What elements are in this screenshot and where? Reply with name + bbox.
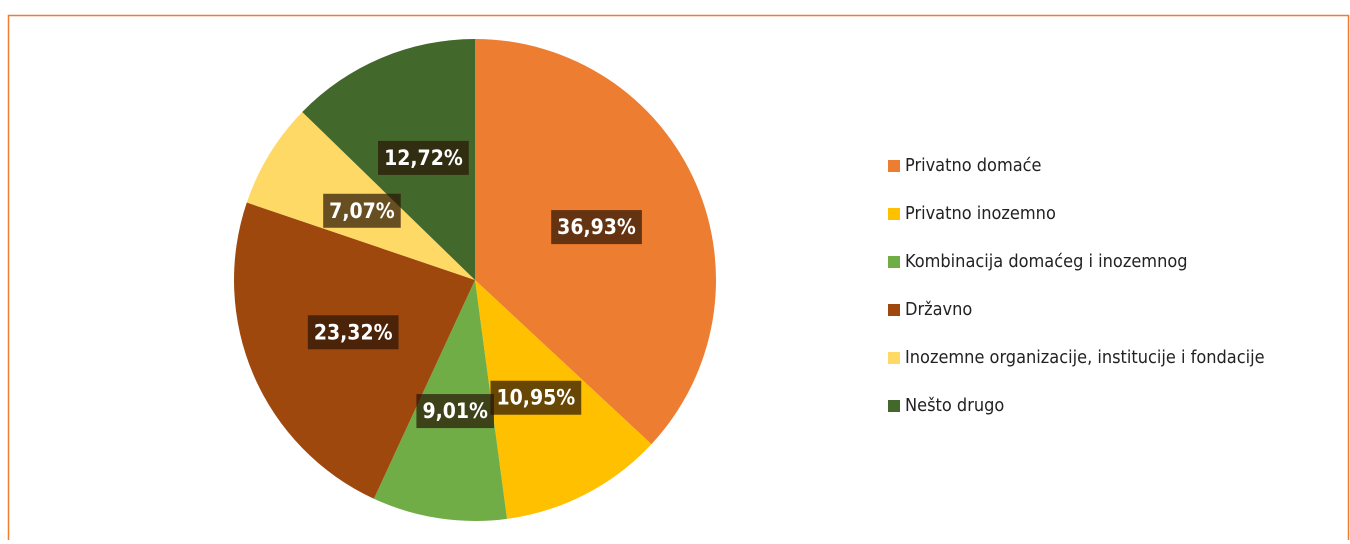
data-label-bg [551,210,642,245]
data-label: 36,93% [557,215,636,239]
legend-swatch [888,352,900,364]
legend-label: Nešto drugo [905,395,1004,416]
legend-label: Kombinacija domaćeg i inozemnog [905,251,1188,272]
data-label-bg [378,140,469,175]
legend-label: Privatno domaće [905,155,1042,176]
legend-swatch [888,208,900,220]
legend-swatch [888,400,900,412]
data-label-bg [490,380,582,415]
data-label-bg [416,394,494,429]
data-label: 9,01% [422,399,488,423]
data-label-bg [323,193,401,228]
data-label: 7,07% [329,199,395,223]
legend-label: Inozemne organizacije, institucije i fon… [905,347,1265,368]
legend-swatch [888,304,900,316]
legend-swatch [888,160,900,172]
data-label-bg [307,315,399,350]
pie-slice [234,202,475,499]
data-label: 23,32% [314,320,393,344]
data-label: 12,72% [384,146,463,170]
legend-label: Državno [905,299,972,320]
legend-label: Privatno inozemno [905,203,1056,224]
data-label: 10,95% [497,386,576,410]
legend-swatch [888,256,900,268]
